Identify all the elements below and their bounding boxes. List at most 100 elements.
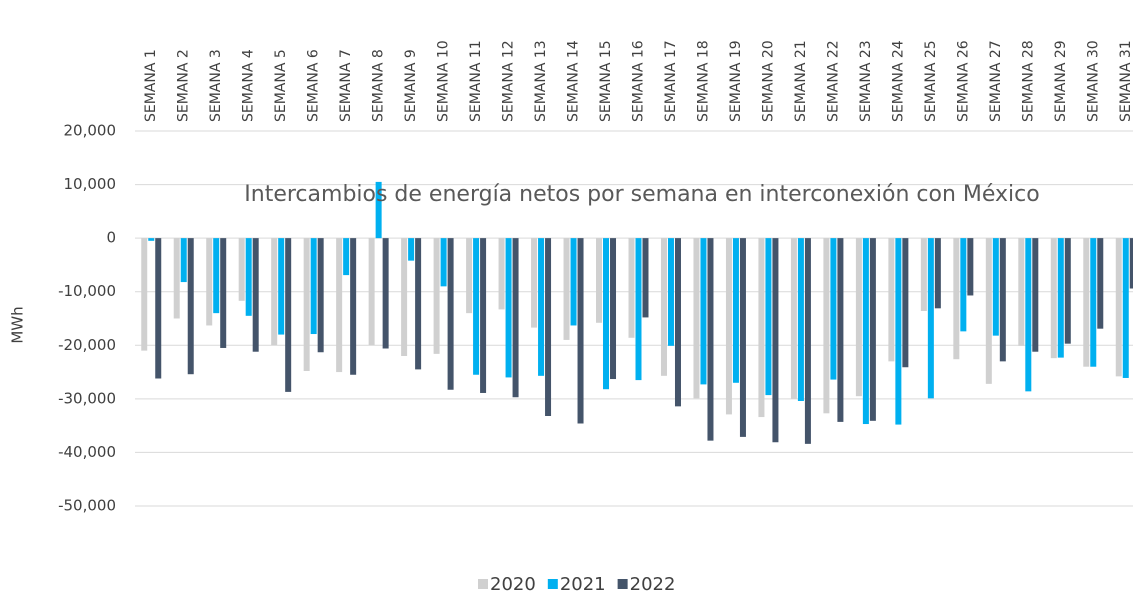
bar [855, 238, 862, 397]
bar [628, 238, 635, 338]
bar [343, 238, 350, 276]
bar [1018, 238, 1025, 346]
bar [920, 238, 927, 311]
legend-swatch [547, 579, 558, 589]
bar [368, 238, 375, 346]
y-tick-label: 20,000 [64, 122, 117, 140]
bar [375, 181, 382, 239]
bar [1064, 238, 1071, 344]
x-tick-label: SEMANA 30 [1085, 40, 1101, 122]
y-tick-label: -40,000 [58, 443, 116, 461]
bar [642, 238, 649, 318]
y-axis-label: MWh [9, 306, 27, 343]
x-tick-label: SEMANA 16 [631, 40, 647, 122]
x-tick-label: SEMANA 5 [273, 49, 289, 122]
x-tick-label: SEMANA 12 [501, 40, 517, 122]
x-tick-label: SEMANA 1 [143, 49, 159, 122]
bar [155, 238, 162, 379]
x-tick-label: SEMANA 11 [468, 40, 484, 122]
bar [902, 238, 909, 368]
legend-label: 2021 [560, 574, 606, 594]
x-tick-label: SEMANA 13 [533, 40, 549, 122]
bar [1057, 238, 1064, 358]
x-tick-label: SEMANA 15 [598, 40, 614, 122]
bar [960, 238, 967, 332]
bar [148, 238, 155, 241]
bar [545, 238, 552, 416]
x-tick-label: SEMANA 9 [403, 49, 419, 122]
bar [1050, 238, 1057, 359]
y-tick-label: -20,000 [58, 336, 116, 354]
legend-swatch [617, 579, 628, 589]
x-tick-label: SEMANA 29 [1053, 40, 1069, 122]
y-tick-label: -50,000 [58, 497, 116, 515]
bar [869, 238, 876, 421]
bar [238, 238, 245, 301]
bar [285, 238, 292, 392]
bar [401, 238, 408, 356]
y-tick-label: -10,000 [58, 282, 116, 300]
x-tick-label: SEMANA 3 [208, 49, 224, 122]
bar [440, 238, 447, 287]
bar [693, 238, 700, 399]
bar [317, 238, 324, 353]
bar [1122, 238, 1129, 378]
x-tick-label: SEMANA 21 [793, 40, 809, 122]
bar [667, 238, 674, 346]
bar [765, 238, 772, 396]
x-tick-label: SEMANA 10 [436, 40, 452, 122]
bar [310, 238, 317, 335]
bar [1025, 238, 1032, 392]
bar [934, 238, 941, 309]
bar [862, 238, 869, 425]
y-tick-label: 10,000 [64, 175, 117, 193]
x-tick-label: SEMANA 24 [890, 40, 906, 122]
bar [804, 238, 811, 444]
bar [985, 238, 992, 384]
bar [790, 238, 797, 399]
bar [707, 238, 714, 441]
legend-label: 2020 [490, 574, 536, 594]
x-tick-label: SEMANA 28 [1020, 40, 1036, 122]
x-tick-label: SEMANA 4 [241, 49, 257, 122]
bar [992, 238, 999, 336]
x-tick-label: SEMANA 6 [306, 49, 322, 122]
bar [245, 238, 252, 316]
bar [271, 238, 278, 346]
x-tick-label: SEMANA 19 [728, 40, 744, 122]
bar [739, 238, 746, 437]
bar [570, 238, 577, 326]
bar [433, 238, 440, 354]
bar [635, 238, 642, 381]
bar [674, 238, 681, 407]
x-tick-label: SEMANA 8 [371, 49, 387, 122]
bar [220, 238, 227, 348]
bar [141, 238, 148, 351]
bar [725, 238, 732, 415]
bar [538, 238, 545, 376]
x-tick-label: SEMANA 31 [1118, 40, 1133, 122]
bar [498, 238, 505, 310]
bar [480, 238, 487, 393]
bar [953, 238, 960, 360]
chart-title: Intercambios de energía netos por semana… [244, 182, 1040, 207]
bar [603, 238, 610, 390]
bar [278, 238, 285, 335]
bar [823, 238, 830, 414]
x-tick-label: SEMANA 2 [176, 49, 192, 122]
legend-label: 2022 [630, 574, 676, 594]
bar [408, 238, 415, 261]
bar [350, 238, 357, 375]
bar [999, 238, 1006, 362]
bar [206, 238, 213, 326]
bar [512, 238, 519, 398]
bar [895, 238, 902, 425]
y-tick-label: 0 [106, 229, 116, 247]
bar [610, 238, 617, 380]
bar [596, 238, 603, 323]
bar [700, 238, 707, 385]
bar [797, 238, 804, 401]
x-tick-label: SEMANA 17 [663, 40, 679, 122]
